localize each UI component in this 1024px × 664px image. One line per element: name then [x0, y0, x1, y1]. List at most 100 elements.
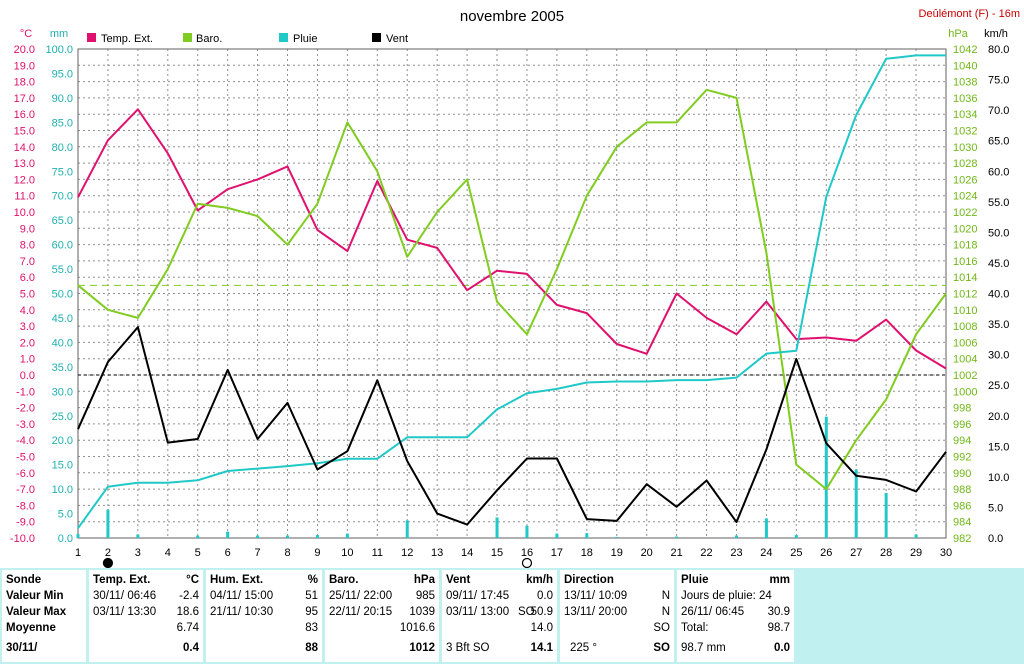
temp-tick-label: -3.0 — [16, 419, 35, 431]
temp-tick-label: 17.0 — [14, 93, 35, 105]
temp-tick-label: 8.0 — [20, 240, 35, 252]
kmh-tick-label: 75.0 — [988, 75, 1009, 87]
day-tick-label: 22 — [700, 547, 712, 559]
rain-header: Pluie — [681, 574, 709, 586]
hpa-tick-label: 1010 — [953, 305, 977, 317]
station-label: Deûlémont (F) - 16m — [919, 8, 1020, 20]
wind-mean: 14.0 — [530, 622, 553, 634]
full-moon-icon — [521, 557, 533, 568]
hum-max: 95 — [305, 606, 318, 618]
mm-tick-label: 100.0 — [45, 44, 73, 56]
mm-tick-label: 55.0 — [52, 264, 73, 276]
daily-rain-bar — [734, 535, 738, 538]
day-tick-label: 28 — [880, 547, 892, 559]
hpa-tick-label: 1004 — [953, 354, 977, 366]
kmh-tick-label: 30.0 — [988, 350, 1009, 362]
day-tick-label: 24 — [760, 547, 772, 559]
rain-total-label: Total: — [681, 622, 709, 634]
legend-swatch-baro — [183, 33, 192, 42]
rain-current: 0.0 — [774, 642, 790, 654]
mm-tick-label: 35.0 — [52, 362, 73, 374]
hpa-tick-label: 1042 — [953, 44, 977, 56]
mm-tick-label: 50.0 — [52, 289, 73, 301]
day-tick-label: 26 — [820, 547, 832, 559]
temp-tick-label: 14.0 — [14, 142, 35, 154]
temp-tick-label: -6.0 — [16, 468, 35, 480]
baro-min: 985 — [415, 590, 435, 602]
hpa-tick-label: 1038 — [953, 77, 977, 89]
day-tick-label: 20 — [641, 547, 653, 559]
series-line-baro — [77, 88, 947, 491]
hpa-tick-label: 1032 — [953, 126, 977, 138]
daily-rain-bar — [136, 534, 140, 538]
day-tick-label: 21 — [670, 547, 682, 559]
unit-kmh-label: km/h — [984, 28, 1008, 40]
mm-tick-label: 85.0 — [52, 117, 73, 129]
day-tick-label: 11 — [372, 547, 383, 559]
legend-label-pluie: Pluie — [293, 33, 317, 45]
daily-rain-bar — [675, 536, 679, 538]
rain-column: Pluie mm Jours de pluie: 24 26/11/ 06:45 3… — [677, 570, 794, 662]
daily-rain-bar — [824, 416, 828, 538]
temp-current: 0.4 — [183, 642, 199, 654]
temp-tick-label: 16.0 — [14, 109, 35, 121]
hpa-tick-label: 1034 — [953, 109, 977, 121]
hum-mean: 83 — [305, 622, 318, 634]
daily-rain-bar — [794, 535, 798, 538]
hpa-tick-label: 1024 — [953, 191, 977, 203]
daily-rain-bar — [764, 518, 768, 538]
current-date: 30/11/ — [6, 642, 38, 654]
daily-rain-bar — [914, 534, 918, 538]
wind-min-time: 09/11/ 17:45 — [446, 590, 510, 602]
mm-tick-label: 10.0 — [52, 484, 73, 496]
day-tick-label: 29 — [910, 547, 922, 559]
mm-tick-label: 70.0 — [52, 191, 73, 203]
sonde-column: Sonde Valeur Min Valeur Max Moyenne 30/1… — [2, 570, 86, 662]
temp-tick-label: -10.0 — [10, 533, 35, 545]
baro-min-time: 25/11/ 22:00 — [329, 590, 393, 602]
mm-tick-label: 5.0 — [58, 509, 73, 521]
hpa-tick-label: 1016 — [953, 256, 977, 268]
hum-min-time: 04/11/ 15:00 — [210, 590, 274, 602]
hum-min: 51 — [305, 590, 318, 602]
day-tick-label: 13 — [431, 547, 443, 559]
legend-swatch-vent — [372, 33, 381, 42]
daily-rain-bar — [615, 537, 619, 538]
temp-tick-label: -9.0 — [16, 517, 35, 529]
temp-column: Temp. Ext. °C 30/11/ 06:46 -2.4 03/11/ 13:… — [89, 570, 203, 662]
hpa-tick-label: 1020 — [953, 223, 977, 235]
wind-min: 0.0 — [537, 590, 553, 602]
temp-header: Temp. Ext. — [93, 574, 151, 586]
summary-panel: Sonde Valeur Min Valeur Max Moyenne 30/1… — [0, 568, 1024, 664]
day-tick-label: 3 — [135, 547, 141, 559]
hpa-tick-label: 1002 — [953, 370, 977, 382]
rain-days: Jours de pluie: 24 — [681, 590, 772, 602]
kmh-tick-label: 60.0 — [988, 166, 1009, 178]
daily-rain-bar — [555, 533, 559, 538]
mm-tick-label: 75.0 — [52, 166, 73, 178]
direction-mean: SO — [653, 622, 670, 634]
rain-max: 30.9 — [767, 606, 790, 618]
chart-title: novembre 2005 — [460, 8, 564, 25]
hpa-tick-label: 986 — [953, 500, 971, 512]
wind-max-time: 03/11/ 13:00 — [446, 606, 510, 618]
kmh-tick-label: 65.0 — [988, 136, 1009, 148]
mm-tick-label: 20.0 — [52, 435, 73, 447]
day-tick-label: 2 — [105, 547, 111, 559]
row-label-mean: Moyenne — [6, 622, 56, 634]
baro-column: Baro. hPa 25/11/ 22:00 985 22/11/ 20:15 103… — [325, 570, 439, 662]
mm-tick-label: 0.0 — [58, 533, 73, 545]
day-tick-label: 23 — [730, 547, 742, 559]
weather-chart: novembre 2005 Deûlémont (F) - 16m °C mm … — [10, 8, 1020, 568]
kmh-tick-label: 0.0 — [988, 533, 1003, 545]
daily-rain-bar — [405, 520, 409, 538]
rain-max-time: 26/11/ 06:45 — [681, 606, 745, 618]
direction-max: N — [661, 606, 670, 618]
mm-tick-label: 95.0 — [52, 68, 73, 80]
legend-swatch-pluie — [279, 33, 288, 42]
hpa-tick-label: 1018 — [953, 240, 977, 252]
mm-tick-label: 30.0 — [52, 386, 73, 398]
day-tick-label: 17 — [551, 547, 563, 559]
legend: Temp. Ext. Baro. Pluie Vent — [87, 33, 408, 45]
day-tick-label: 15 — [491, 547, 503, 559]
